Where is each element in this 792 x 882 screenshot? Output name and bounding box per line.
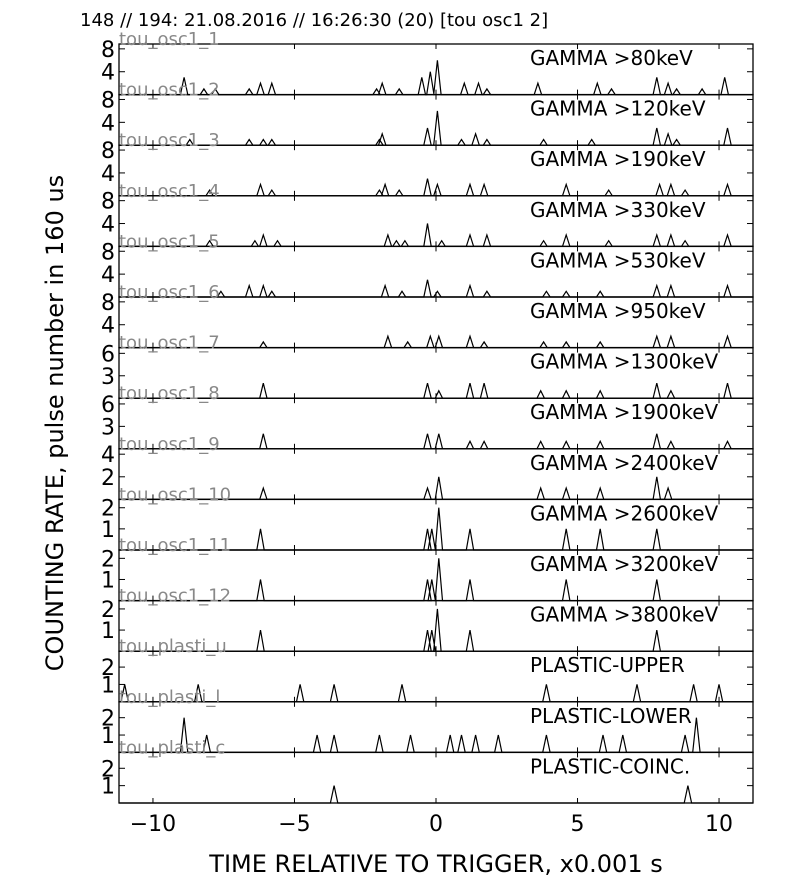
trace-tou_plasti_u	[119, 684, 753, 703]
y-tick-label: 4	[101, 61, 115, 86]
band-label: PLASTIC-COINC.	[530, 754, 690, 778]
y-tick-label: 4	[101, 263, 115, 288]
y-tick-label: 4	[101, 162, 115, 187]
y-tick-label: 8	[101, 291, 115, 316]
y-tick-label: 2	[101, 757, 115, 782]
y-tick-label: 1	[101, 518, 115, 543]
channel-label: tou_osc1_12	[119, 586, 231, 607]
band-label: GAMMA >2600keV	[530, 501, 719, 525]
y-tick-label: 1	[101, 673, 115, 698]
y-tick-label: 3	[101, 415, 115, 440]
y-tick-label: 2	[101, 547, 115, 572]
channel-label: tou_osc1_1	[119, 29, 220, 50]
band-label: GAMMA >80keV	[530, 46, 693, 70]
channel-label: tou_osc1_11	[119, 535, 231, 556]
y-axis-label: COUNTING RATE, pulse number in 160 us	[41, 175, 69, 671]
y-tick-label: 1	[101, 775, 115, 800]
x-tick-label: 0	[429, 812, 443, 837]
y-tick-label: 4	[101, 314, 115, 339]
band-label: GAMMA >3200keV	[530, 552, 719, 576]
channel-label: tou_osc1_6	[119, 282, 220, 303]
y-tick-label: 8	[101, 88, 115, 113]
channel-label: tou_osc1_4	[119, 181, 220, 202]
y-tick-label: 2	[101, 598, 115, 623]
y-tick-label: 6	[101, 342, 115, 367]
y-tick-label: 4	[101, 213, 115, 238]
y-tick-label: 1	[101, 568, 115, 593]
y-tick-label: 2	[101, 466, 115, 491]
band-label: GAMMA >2400keV	[530, 451, 719, 475]
y-tick-label: 8	[101, 38, 115, 63]
x-tick-label: 10	[705, 812, 733, 837]
figure-title: 148 // 194: 21.08.2016 // 16:26:30 (20) …	[80, 10, 548, 31]
x-axis-ticks: −10 −5 0 5 10	[130, 812, 733, 837]
panel-tou_plasti_l: 12 PLASTIC-LOWER tou_plasti_l	[101, 687, 754, 754]
trace-tou_osc1_1	[119, 60, 753, 96]
y-tick-label: 2	[101, 707, 115, 732]
y-tick-label: 3	[101, 365, 115, 390]
y-tick-label: 2	[101, 656, 115, 681]
band-label: GAMMA >530keV	[530, 248, 706, 272]
panel-tou_osc1_2: 48 GAMMA >120keV tou_osc1_2	[101, 80, 754, 146]
band-label: PLASTIC-UPPER	[530, 653, 685, 677]
panel-tou_osc1_1: 48 GAMMA >80keV tou_osc1_1	[101, 29, 754, 96]
channel-label: tou_osc1_10	[119, 484, 231, 505]
x-tick-label: −10	[130, 812, 176, 837]
band-label: GAMMA >1900keV	[530, 400, 719, 424]
band-label: GAMMA >1300keV	[530, 350, 719, 374]
x-tick-label: −5	[278, 812, 310, 837]
panel-tou_osc1_10: 12 GAMMA >2600keV tou_osc1_10	[101, 484, 754, 551]
y-tick-label: 6	[101, 393, 115, 418]
channel-label: tou_osc1_5	[119, 231, 220, 252]
panel-tou_osc1_8: 36 GAMMA >1900keV tou_osc1_8	[101, 383, 754, 450]
y-tick-label: 4	[101, 111, 115, 136]
channel-label: tou_osc1_8	[119, 383, 220, 404]
band-label: GAMMA >120keV	[530, 97, 706, 121]
y-tick-label: 8	[101, 139, 115, 164]
band-label: PLASTIC-LOWER	[530, 704, 692, 728]
channel-label: tou_osc1_9	[119, 434, 220, 455]
channel-label: tou_plasti_u	[119, 636, 227, 657]
band-label: GAMMA >3800keV	[530, 603, 719, 627]
band-label: GAMMA >190keV	[530, 147, 706, 171]
x-axis-label: TIME RELATIVE TO TRIGGER, x0.001 s	[208, 850, 662, 878]
y-tick-label: 1	[101, 724, 115, 749]
trace-tou_osc1_2	[119, 110, 753, 146]
y-tick-label: 8	[101, 190, 115, 215]
channel-label: tou_plasti_c	[119, 737, 225, 758]
y-tick-label: 2	[101, 497, 115, 522]
panel-tou_osc1_5: 48 GAMMA >530keV tou_osc1_5	[101, 231, 754, 298]
band-label: GAMMA >330keV	[530, 198, 706, 222]
channel-label: tou_osc1_3	[119, 130, 220, 151]
x-tick-label: 5	[571, 812, 585, 837]
y-tick-label: 4	[101, 443, 115, 468]
y-tick-label: 8	[101, 240, 115, 265]
trace-tou_osc1_8	[119, 433, 753, 450]
panel-tou_plasti_c: 12 PLASTIC-COINC. tou_plasti_c	[101, 737, 754, 804]
channel-label: tou_osc1_7	[119, 333, 220, 354]
y-tick-label: 1	[101, 619, 115, 644]
trace-tou_osc1_7	[119, 383, 753, 399]
band-label: GAMMA >950keV	[530, 299, 706, 323]
trace-tou_plasti_l	[119, 717, 753, 753]
channel-label: tou_osc1_2	[119, 80, 220, 101]
channel-label: tou_plasti_l	[119, 687, 220, 708]
trace-tou_plasti_c	[119, 785, 753, 804]
